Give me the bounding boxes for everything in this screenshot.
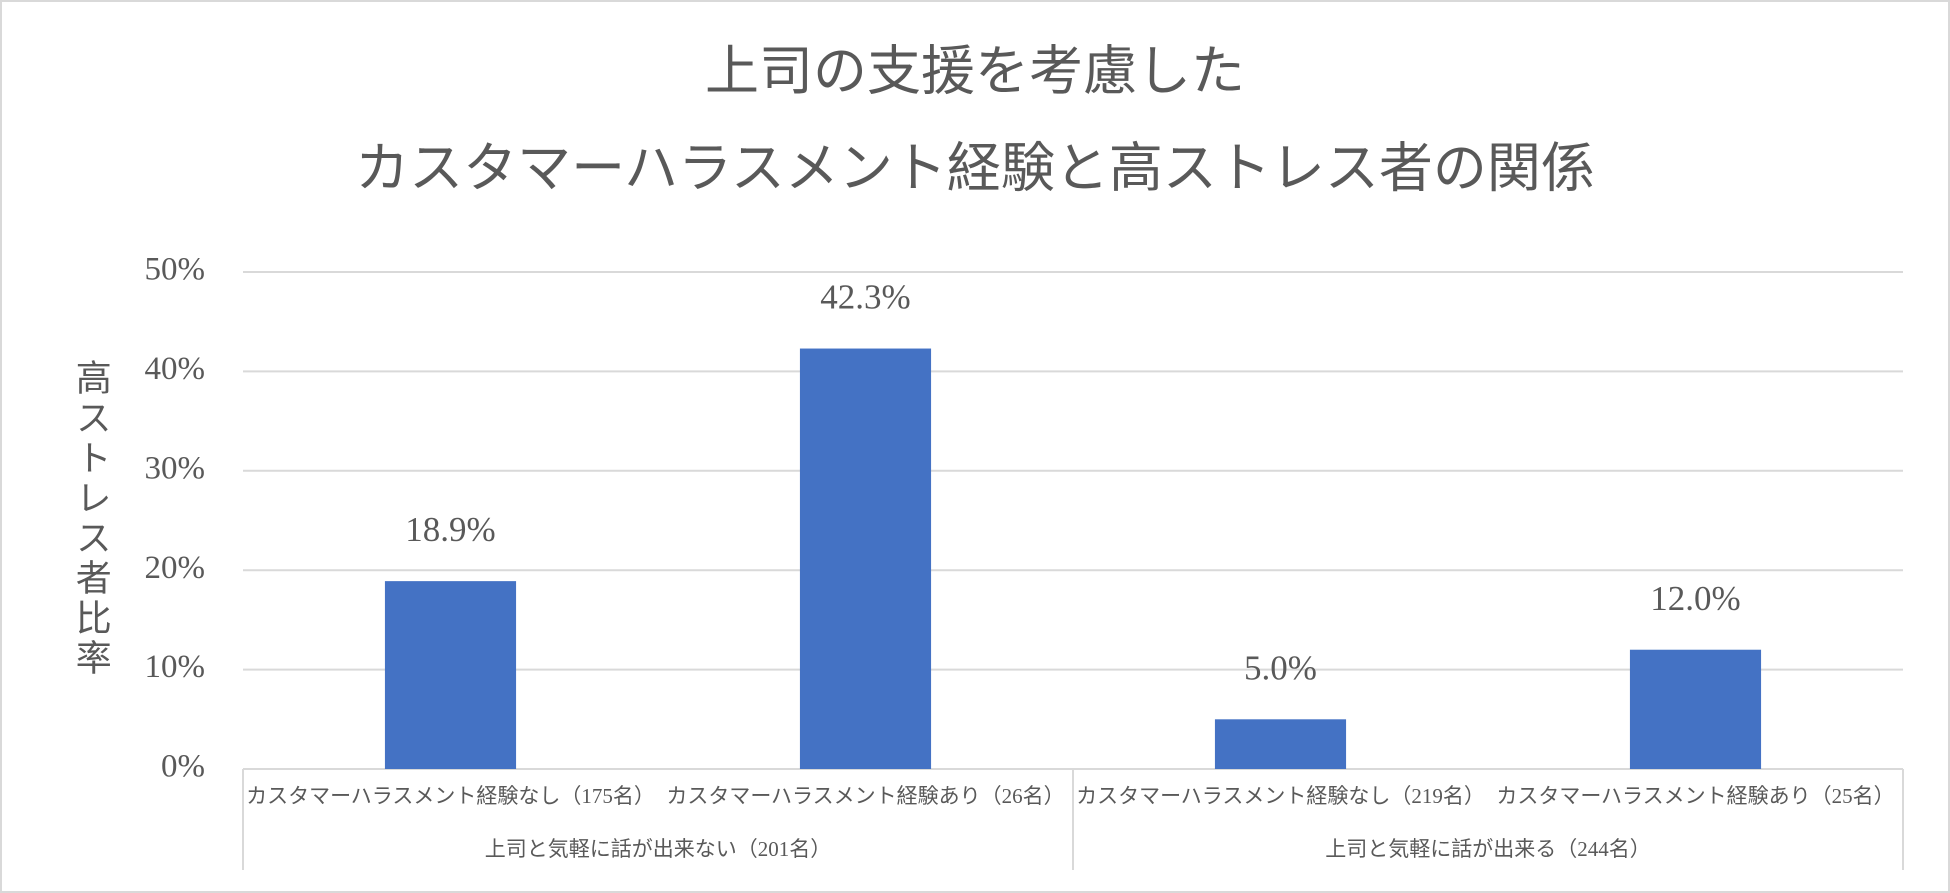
y-tick-label: 40% (145, 351, 206, 387)
value-label: 42.3% (820, 278, 910, 317)
bar (384, 581, 517, 769)
y-axis-label: 高ストレス者比率 (71, 359, 111, 679)
value-label: 5.0% (1244, 648, 1317, 687)
bar (1214, 719, 1347, 769)
group-label: 上司と気軽に話が出来ない（201名） (485, 837, 832, 861)
x-tick-label: カスタマーハラスメント経験なし（175名） (246, 784, 655, 808)
x-tick-label: カスタマーハラスメント経験あり（26名） (666, 784, 1064, 808)
chart-title: 上司の支援を考慮した (705, 41, 1245, 101)
y-tick-label: 10% (145, 649, 206, 685)
x-tick-label: カスタマーハラスメント経験あり（25名） (1496, 784, 1894, 808)
y-tick-label: 20% (145, 550, 206, 586)
x-tick-label: カスタマーハラスメント経験なし（219名） (1076, 784, 1485, 808)
bar (1629, 649, 1762, 769)
chart-title: カスタマーハラスメント経験と高ストレス者の関係 (355, 138, 1595, 198)
y-tick-label: 30% (145, 450, 206, 486)
bar (799, 348, 932, 769)
y-tick-label: 0% (161, 749, 205, 785)
value-label: 18.9% (405, 510, 495, 549)
value-label: 12.0% (1650, 579, 1740, 618)
group-label: 上司と気軽に話が出来る（244名） (1325, 837, 1651, 861)
y-tick-label: 50% (145, 252, 206, 288)
